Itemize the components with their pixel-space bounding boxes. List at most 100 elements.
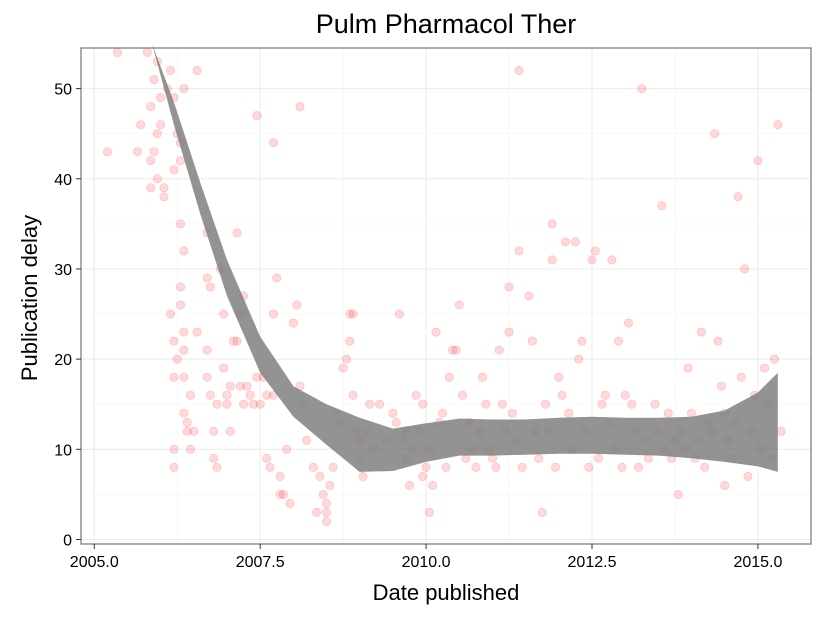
x-tick-label: 2015.0 bbox=[733, 554, 782, 571]
data-point bbox=[166, 309, 176, 319]
y-tick-label: 20 bbox=[54, 352, 72, 369]
data-point bbox=[547, 219, 557, 229]
x-tick-label: 2010.0 bbox=[402, 554, 451, 571]
data-point bbox=[272, 273, 282, 283]
data-point bbox=[156, 120, 166, 130]
data-point bbox=[146, 183, 156, 193]
data-point bbox=[637, 84, 647, 94]
data-point bbox=[574, 354, 584, 364]
smooth-confidence-band bbox=[152, 43, 778, 472]
y-tick-label: 10 bbox=[54, 442, 72, 459]
data-point bbox=[113, 47, 123, 57]
data-point bbox=[321, 498, 331, 508]
data-point bbox=[570, 237, 580, 247]
data-point bbox=[524, 291, 534, 301]
data-point bbox=[444, 372, 454, 382]
data-point bbox=[504, 327, 514, 337]
data-point bbox=[623, 318, 633, 328]
data-point bbox=[471, 462, 481, 472]
data-point bbox=[686, 408, 696, 418]
data-point bbox=[481, 399, 491, 409]
data-point bbox=[448, 345, 458, 355]
data-point bbox=[202, 273, 212, 283]
data-point bbox=[607, 255, 617, 265]
data-point bbox=[249, 399, 259, 409]
data-point bbox=[149, 75, 159, 85]
data-point bbox=[212, 399, 222, 409]
data-point bbox=[268, 309, 278, 319]
data-point bbox=[348, 390, 358, 400]
data-point bbox=[172, 354, 182, 364]
data-point bbox=[189, 426, 199, 436]
data-point bbox=[149, 147, 159, 157]
data-point bbox=[534, 453, 544, 463]
data-point bbox=[404, 480, 414, 490]
data-point bbox=[700, 462, 710, 472]
data-point bbox=[590, 246, 600, 256]
data-point bbox=[696, 327, 706, 337]
data-point bbox=[441, 462, 451, 472]
data-point bbox=[159, 192, 169, 202]
plot-panel-border bbox=[80, 47, 812, 545]
data-point bbox=[252, 372, 262, 382]
data-point bbox=[424, 507, 434, 517]
data-point bbox=[540, 399, 550, 409]
x-tick-label: 2012.5 bbox=[568, 554, 617, 571]
data-point bbox=[494, 345, 504, 355]
data-point bbox=[169, 444, 179, 454]
data-point bbox=[514, 66, 524, 76]
data-point bbox=[179, 345, 189, 355]
data-point bbox=[239, 399, 249, 409]
data-point bbox=[391, 417, 401, 427]
data-point bbox=[663, 408, 673, 418]
data-point bbox=[295, 102, 305, 112]
data-point bbox=[557, 390, 567, 400]
data-point bbox=[577, 336, 587, 346]
data-point bbox=[759, 363, 769, 373]
data-point bbox=[146, 156, 156, 166]
data-point bbox=[375, 399, 385, 409]
data-point bbox=[421, 462, 431, 472]
data-point bbox=[142, 47, 152, 57]
data-point bbox=[225, 426, 235, 436]
data-point bbox=[321, 516, 331, 526]
data-point bbox=[209, 426, 219, 436]
y-tick-label: 30 bbox=[54, 262, 72, 279]
data-point bbox=[769, 354, 779, 364]
data-point bbox=[438, 408, 448, 418]
data-point bbox=[176, 282, 186, 292]
data-point bbox=[232, 336, 242, 346]
data-point bbox=[103, 147, 113, 157]
data-point bbox=[192, 327, 202, 337]
data-point bbox=[428, 480, 438, 490]
data-point bbox=[613, 336, 623, 346]
data-point bbox=[159, 183, 169, 193]
data-point bbox=[242, 381, 252, 391]
data-point bbox=[431, 327, 441, 337]
data-point bbox=[507, 408, 517, 418]
data-point bbox=[537, 507, 547, 517]
data-point bbox=[292, 300, 302, 310]
data-point bbox=[308, 462, 318, 472]
data-point bbox=[302, 435, 312, 445]
data-point bbox=[597, 399, 607, 409]
data-point bbox=[282, 444, 292, 454]
axes: 2005.0 2007.5 2010.0 2012.5 2015.0 0 10 20 30 40 5… bbox=[54, 82, 782, 571]
data-point bbox=[454, 300, 464, 310]
data-point bbox=[186, 390, 196, 400]
data-point bbox=[491, 462, 501, 472]
data-point bbox=[132, 147, 142, 157]
data-point bbox=[166, 66, 176, 76]
data-point bbox=[451, 345, 461, 355]
data-point bbox=[345, 309, 355, 319]
data-point bbox=[245, 390, 255, 400]
data-point bbox=[554, 372, 564, 382]
data-point bbox=[262, 453, 272, 463]
data-point bbox=[225, 381, 235, 391]
data-point bbox=[600, 390, 610, 400]
data-point bbox=[136, 120, 146, 130]
data-point bbox=[192, 66, 202, 76]
data-point bbox=[733, 192, 743, 202]
data-point bbox=[514, 246, 524, 256]
data-point bbox=[321, 507, 331, 517]
